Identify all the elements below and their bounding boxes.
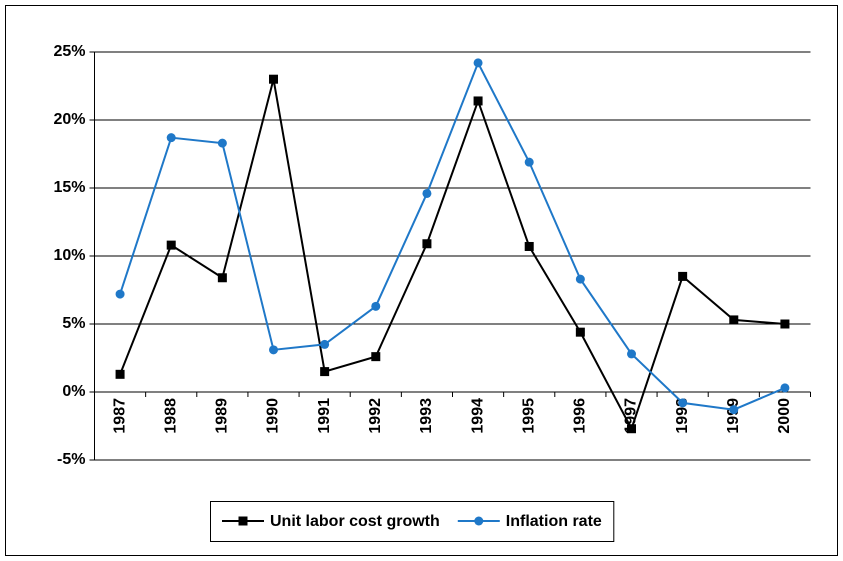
y-tick-label: 0% [62,383,85,400]
data-point [166,240,176,250]
legend-label: Inflation rate [506,513,602,530]
data-point [780,383,790,393]
legend: Unit labor cost growth Inflation rate [210,501,615,542]
y-tick-label: 15% [53,179,85,196]
x-tick-label: 1994 [469,398,486,434]
data-point [524,241,534,251]
data-point [627,349,636,359]
data-point [729,405,739,415]
y-tick-label: 25% [53,43,85,60]
data-point [217,273,227,283]
x-tick-label: 2000 [776,398,793,434]
data-point [269,74,278,84]
data-point [422,239,432,249]
data-point [780,319,790,329]
y-tick-label: 10% [53,247,85,264]
x-tick-label: 1999 [725,398,742,434]
data-point [217,138,227,148]
data-point [269,345,278,355]
data-point [115,369,125,379]
data-point [627,424,636,434]
data-point [320,367,330,377]
x-tick-label: 1988 [162,398,179,434]
data-point [371,352,381,362]
data-point [474,516,484,526]
data-point [729,315,739,325]
data-point [166,133,176,143]
legend-box [210,501,615,542]
data-point [238,516,248,526]
data-point [575,274,585,284]
x-tick-label: 1993 [418,398,435,434]
x-tick-label: 1987 [111,398,128,434]
series-line [119,60,786,411]
chart-frame [5,5,838,556]
x-tick-label: 1991 [316,398,333,434]
x-tick-label: 1996 [572,398,589,434]
x-tick-label: 1989 [214,398,231,434]
data-point [678,271,688,281]
data-point [473,58,483,68]
data-point [115,289,125,299]
y-tick-label: 20% [53,111,85,128]
data-point [575,327,585,337]
y-tick-label: -5% [57,451,85,468]
series-line [119,78,786,432]
x-tick-label: 1995 [520,398,537,434]
data-point [678,398,688,408]
legend-label: Unit labor cost growth [270,513,440,530]
x-tick-label: 1998 [674,398,691,434]
data-point [371,301,381,311]
data-point [320,339,330,349]
x-tick-label: 1990 [265,398,282,434]
x-tick-label: 1992 [367,398,384,434]
y-tick-label: 5% [62,315,85,332]
data-point [524,157,534,167]
data-point [473,96,483,106]
data-point [422,188,432,198]
